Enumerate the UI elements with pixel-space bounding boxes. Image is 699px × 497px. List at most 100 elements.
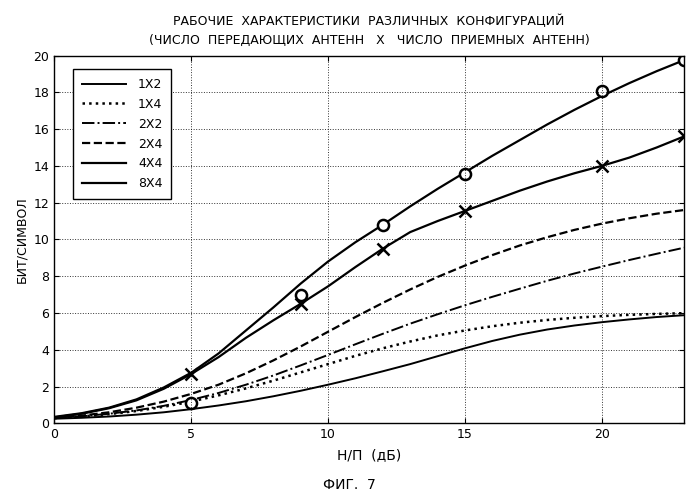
1Х2 xyxy=(433,353,442,359)
4Х4 xyxy=(78,411,86,417)
4Х4 xyxy=(215,354,223,360)
1Х2 xyxy=(187,406,196,412)
2Х2 xyxy=(680,245,689,250)
1Х2 xyxy=(379,368,387,374)
1Х4 xyxy=(543,317,552,323)
4Х4 xyxy=(461,208,469,214)
1Х4 xyxy=(296,369,305,375)
1Х2 xyxy=(652,314,661,320)
1Х2 xyxy=(78,415,86,421)
4Х4 xyxy=(543,178,552,184)
1Х4 xyxy=(352,353,360,359)
2Х2 xyxy=(78,414,86,419)
2Х4 xyxy=(105,410,113,415)
2Х4 xyxy=(680,207,689,213)
Line: 4Х4: 4Х4 xyxy=(55,137,684,417)
2Х4 xyxy=(352,314,360,320)
4Х4 xyxy=(625,155,633,161)
1Х4 xyxy=(516,320,524,326)
1Х2 xyxy=(598,319,606,325)
2Х2 xyxy=(105,411,113,417)
2Х4 xyxy=(269,357,278,363)
Line: 8Х4: 8Х4 xyxy=(55,60,684,417)
4Х4 xyxy=(132,397,140,403)
2Х4 xyxy=(516,243,524,248)
1Х2 xyxy=(625,317,633,323)
1Х2 xyxy=(406,361,415,367)
1Х4 xyxy=(598,313,606,319)
1Х4 xyxy=(461,328,469,333)
1Х2 xyxy=(680,312,689,318)
4Х4 xyxy=(269,318,278,324)
1Х4 xyxy=(680,310,689,316)
8Х4 xyxy=(461,169,469,175)
8Х4 xyxy=(50,414,59,420)
8Х4 xyxy=(488,153,496,159)
2Х4 xyxy=(461,262,469,268)
2Х2 xyxy=(488,294,496,300)
8Х4 xyxy=(105,405,113,411)
2Х4 xyxy=(625,215,633,221)
1Х4 xyxy=(159,404,168,410)
2Х4 xyxy=(78,413,86,418)
Line: 2Х2: 2Х2 xyxy=(55,248,684,418)
8Х4 xyxy=(570,107,579,113)
8Х4 xyxy=(269,305,278,311)
2Х4 xyxy=(488,252,496,258)
2Х4 xyxy=(242,370,250,376)
8Х4 xyxy=(242,328,250,333)
1Х2 xyxy=(488,338,496,344)
2Х2 xyxy=(132,408,140,414)
2Х4 xyxy=(296,343,305,349)
1Х4 xyxy=(132,408,140,414)
1Х2 xyxy=(324,382,332,388)
8Х4 xyxy=(132,397,140,403)
2Х2 xyxy=(324,352,332,358)
1Х4 xyxy=(652,311,661,317)
8Х4 xyxy=(433,186,442,192)
8Х4 xyxy=(78,410,86,416)
1Х4 xyxy=(433,332,442,338)
1Х2 xyxy=(296,388,305,394)
8Х4 xyxy=(543,122,552,128)
2Х4 xyxy=(379,300,387,306)
4Х4 xyxy=(598,163,606,169)
1Х4 xyxy=(488,323,496,329)
2Х4 xyxy=(433,274,442,280)
4Х4 xyxy=(296,301,305,307)
8Х4 xyxy=(296,281,305,287)
4Х4 xyxy=(406,229,415,235)
2Х4 xyxy=(652,211,661,217)
8Х4 xyxy=(215,350,223,356)
2Х2 xyxy=(159,403,168,409)
2Х4 xyxy=(159,399,168,405)
1Х4 xyxy=(242,385,250,391)
1Х2 xyxy=(105,414,113,419)
1Х2 xyxy=(461,345,469,351)
2Х4 xyxy=(324,329,332,334)
2Х2 xyxy=(543,278,552,284)
X-axis label: Н/П  (дБ): Н/П (дБ) xyxy=(337,448,401,462)
Line: 1Х4: 1Х4 xyxy=(55,313,684,418)
8Х4 xyxy=(516,137,524,143)
1Х2 xyxy=(215,403,223,409)
1Х4 xyxy=(269,378,278,384)
1Х2 xyxy=(543,327,552,332)
1Х2 xyxy=(269,393,278,399)
2Х4 xyxy=(215,382,223,388)
8Х4 xyxy=(379,222,387,228)
4Х4 xyxy=(187,371,196,377)
1Х4 xyxy=(78,414,86,419)
2Х4 xyxy=(132,405,140,411)
1Х4 xyxy=(406,338,415,344)
4Х4 xyxy=(50,414,59,420)
1Х4 xyxy=(625,312,633,318)
2Х4 xyxy=(406,286,415,292)
1Х2 xyxy=(159,410,168,415)
8Х4 xyxy=(187,370,196,376)
8Х4 xyxy=(680,57,689,63)
2Х2 xyxy=(570,270,579,276)
4Х4 xyxy=(488,198,496,204)
2Х2 xyxy=(296,362,305,368)
1Х2 xyxy=(242,398,250,404)
